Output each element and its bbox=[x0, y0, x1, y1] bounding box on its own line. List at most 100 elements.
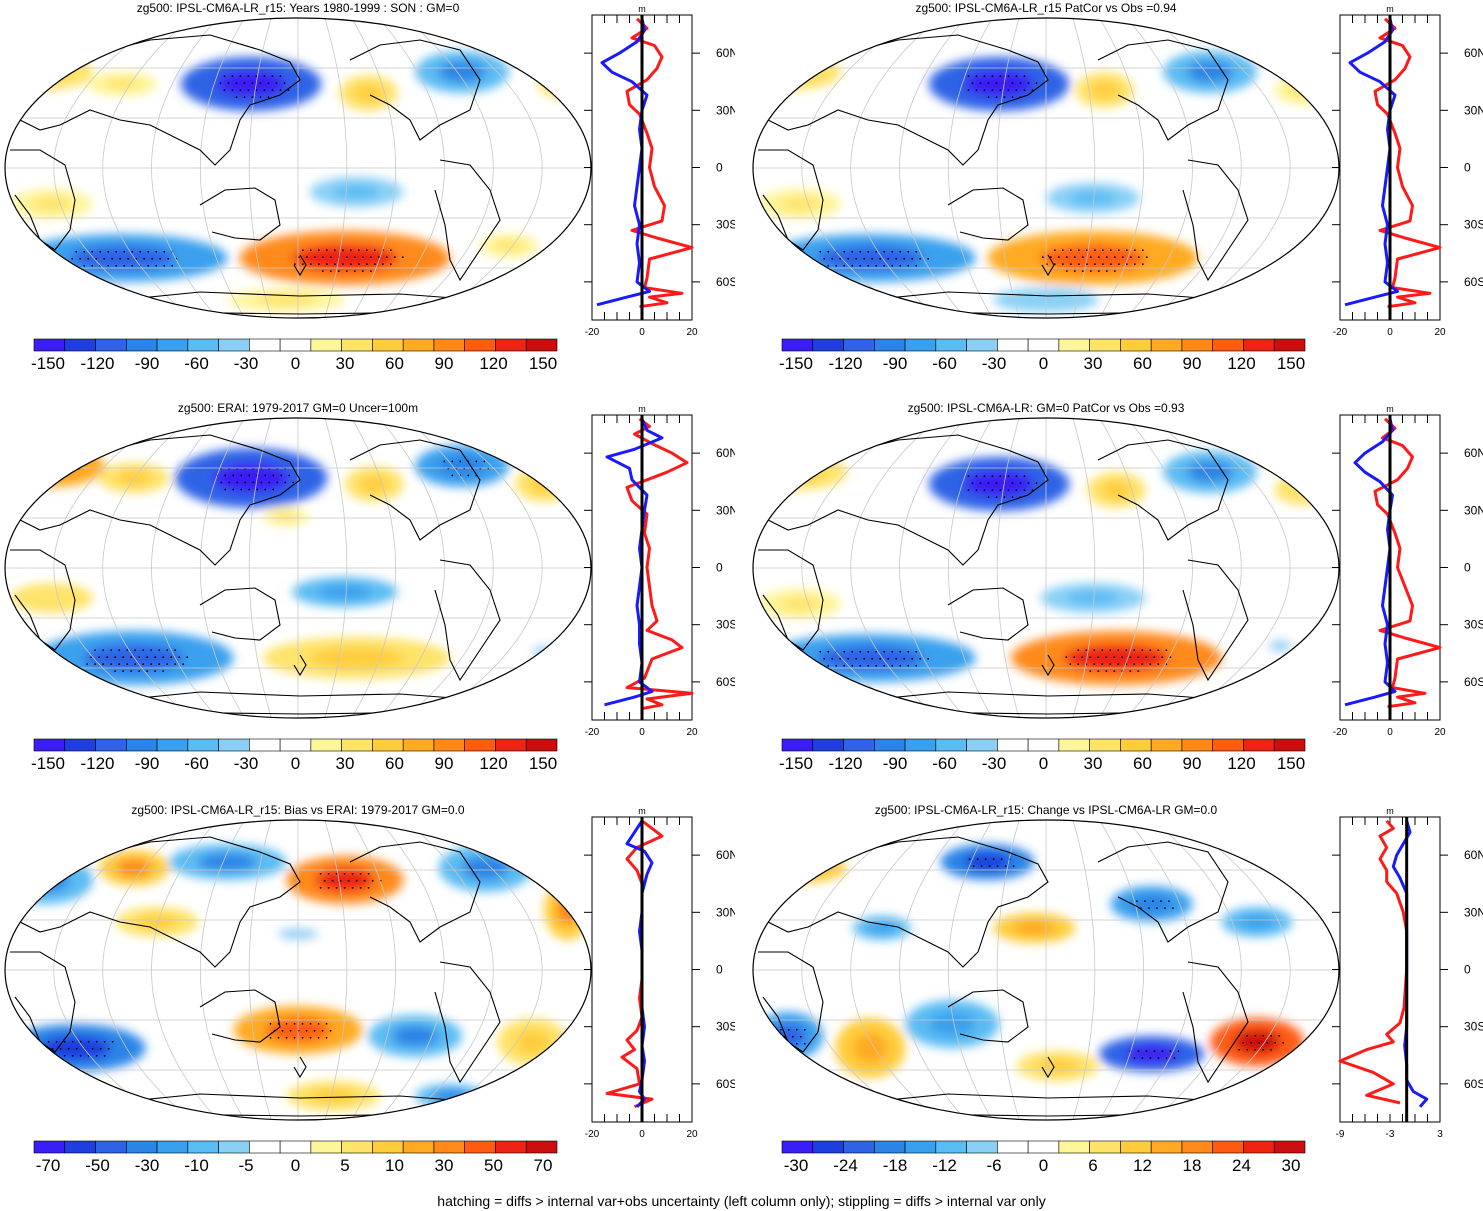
stipple-dot bbox=[779, 1042, 782, 1045]
stipple-dot bbox=[138, 656, 141, 659]
coastlines bbox=[7, 34, 501, 315]
stipple-dot bbox=[57, 460, 60, 463]
stipple-dot bbox=[325, 1022, 328, 1025]
anomaly-region bbox=[5, 856, 93, 904]
stipple-dot bbox=[158, 663, 161, 666]
stipple-dot bbox=[967, 75, 970, 78]
continent-outline bbox=[1182, 159, 1249, 282]
stipple-dot bbox=[146, 670, 149, 673]
stipple-dot bbox=[317, 249, 320, 252]
stipple-dot bbox=[1053, 263, 1056, 266]
stipple-dot bbox=[915, 664, 918, 667]
continent-outline bbox=[293, 1056, 307, 1079]
longitude-line bbox=[324, 18, 348, 318]
longitude-line bbox=[996, 820, 1020, 1120]
stipple-dot bbox=[823, 657, 826, 660]
stipple-dot bbox=[252, 481, 255, 484]
continent-outline bbox=[1182, 559, 1249, 682]
stipple-dot bbox=[1177, 1050, 1180, 1052]
stipple-dot bbox=[339, 879, 342, 882]
stipple-dot bbox=[367, 886, 370, 889]
zonal-lat-label: 60N bbox=[716, 446, 735, 460]
colorbar-swatch bbox=[873, 738, 906, 752]
stipple-dot bbox=[483, 460, 486, 463]
stipple-dot bbox=[1141, 263, 1144, 266]
stipple-dot bbox=[1015, 475, 1018, 478]
stipple-dot bbox=[1027, 482, 1030, 485]
longitude-line bbox=[1180, 820, 1291, 1120]
colorbar-tick-label: 12 bbox=[1133, 1156, 1152, 1175]
longitude-line bbox=[1072, 18, 1096, 318]
stipple-dot bbox=[1156, 907, 1158, 909]
stipple-dot bbox=[1031, 489, 1034, 492]
colorbar-tick-label: -50 bbox=[85, 1156, 110, 1175]
stipple-dot bbox=[1065, 256, 1068, 259]
stipple-dot bbox=[256, 488, 259, 491]
stipple-dot bbox=[975, 489, 978, 492]
stipple-dot bbox=[915, 250, 918, 253]
stipple-dot bbox=[347, 879, 350, 882]
zonal-lat-label: 60N bbox=[1464, 446, 1483, 460]
stipple-dot bbox=[114, 656, 117, 659]
stipple-dot bbox=[260, 481, 263, 484]
stipple-dot bbox=[297, 256, 300, 259]
zonal-x-tick-label: 20 bbox=[1434, 327, 1446, 338]
continent-outline bbox=[293, 654, 307, 677]
continent-outline bbox=[755, 434, 1049, 566]
stipple-dot bbox=[29, 467, 32, 470]
stipple-dot bbox=[359, 886, 362, 889]
stipple-dot bbox=[1023, 89, 1026, 92]
stipple-dot bbox=[123, 264, 126, 267]
stipple-dot bbox=[1153, 1050, 1156, 1052]
continent-outline bbox=[10, 149, 76, 251]
colorbar-swatch bbox=[1058, 738, 1090, 752]
stipple-dot bbox=[228, 481, 231, 484]
stipple-dot bbox=[243, 96, 246, 99]
stipple-dot bbox=[1125, 649, 1128, 652]
zonal-line-obs bbox=[604, 418, 664, 707]
stipple-dot bbox=[373, 263, 376, 266]
stipple-dot bbox=[1019, 482, 1022, 485]
colorbar-tick-label: -150 bbox=[31, 354, 65, 373]
colorbar-swatch bbox=[1212, 338, 1244, 352]
anomaly-core bbox=[462, 856, 509, 880]
stipple-dot bbox=[1077, 649, 1080, 652]
zonal-x-tick-label: -20 bbox=[1333, 727, 1348, 738]
stipple-dot bbox=[1089, 670, 1092, 673]
anomaly-core bbox=[1268, 640, 1293, 652]
anomaly-core bbox=[1186, 461, 1234, 483]
colorbar-swatch bbox=[1181, 1140, 1214, 1154]
stipple-dot bbox=[126, 663, 129, 666]
stipple-dot bbox=[309, 1036, 312, 1039]
stipple-dot bbox=[839, 657, 842, 660]
stipple-dot bbox=[98, 656, 101, 659]
zonal-line-model bbox=[625, 417, 694, 711]
stipple-dot bbox=[235, 82, 238, 85]
stipple-dot bbox=[243, 82, 246, 85]
colorbar-swatch bbox=[935, 1140, 967, 1154]
stipple-dot bbox=[996, 865, 999, 867]
colorbar-swatch bbox=[464, 1140, 496, 1154]
stipple-dot bbox=[313, 256, 316, 259]
stipple-dot bbox=[349, 263, 352, 266]
colorbar-tick-label: -70 bbox=[36, 1156, 61, 1175]
stipple-dot bbox=[1141, 249, 1144, 252]
stipple-dot bbox=[999, 489, 1002, 492]
stipple-dot bbox=[343, 886, 346, 889]
stipple-dot bbox=[1109, 663, 1112, 666]
colorbar-swatch bbox=[1243, 738, 1275, 752]
stipple-dot bbox=[980, 865, 983, 867]
stipple-dot bbox=[333, 263, 336, 266]
stipple-dot bbox=[232, 474, 235, 477]
stipple-dot bbox=[1089, 656, 1092, 659]
anomaly-region bbox=[5, 54, 93, 90]
colorbar-tick-label: 150 bbox=[529, 354, 557, 373]
stipple-dot bbox=[319, 872, 322, 875]
stipple-dot bbox=[907, 664, 910, 667]
zonal-line-model bbox=[625, 17, 694, 309]
colorbar-tick-label: 120 bbox=[1227, 354, 1255, 373]
stipple-dot bbox=[887, 657, 890, 660]
anomaly-core bbox=[31, 590, 73, 606]
stipple-dot bbox=[907, 264, 910, 267]
stipple-dot bbox=[1282, 1041, 1285, 1044]
